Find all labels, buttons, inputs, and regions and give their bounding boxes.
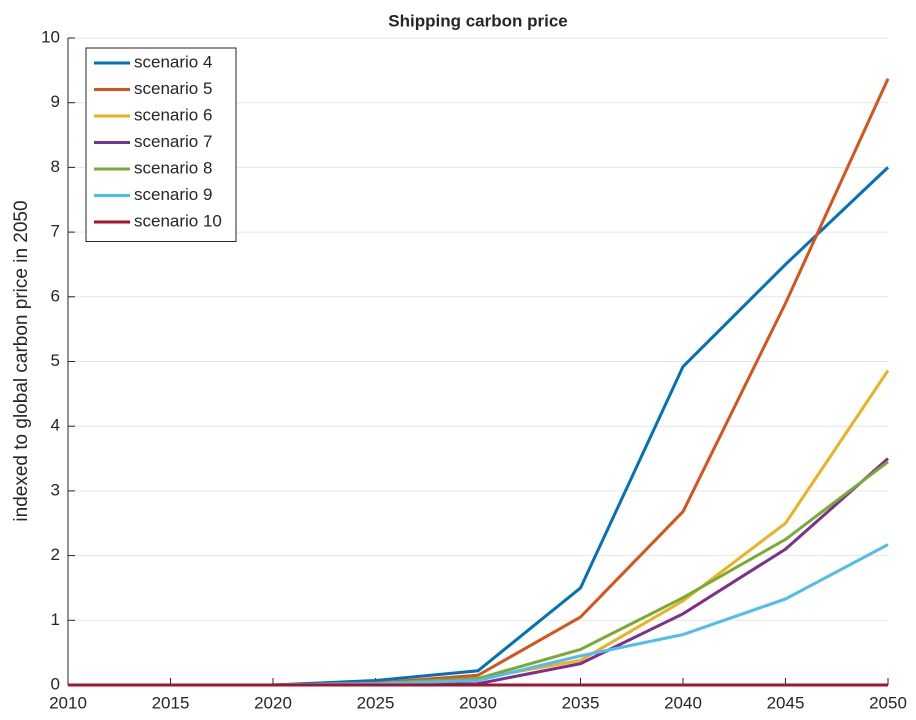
y-tick-label: 6	[51, 286, 60, 305]
series-line	[68, 457, 889, 687]
y-tick-label: 8	[51, 157, 60, 176]
y-tick-label: 4	[51, 416, 60, 435]
x-tick-label: 2020	[254, 693, 292, 712]
y-tick-label: 1	[51, 610, 60, 629]
y-axis-label: indexed to global carbon price in 2050	[11, 200, 32, 521]
y-tick-label: 10	[41, 27, 60, 46]
series-line	[68, 369, 890, 687]
legend-label: scenario 5	[134, 79, 212, 98]
x-tick-label: 2025	[357, 693, 395, 712]
y-tick-label: 5	[51, 351, 60, 370]
legend-label: scenario 10	[134, 211, 222, 230]
y-tick-label: 0	[51, 674, 60, 693]
y-tick-label: 3	[51, 480, 60, 499]
x-tick-label: 2015	[152, 693, 190, 712]
legend-label: scenario 8	[134, 158, 212, 177]
x-tick-label: 2030	[459, 693, 497, 712]
x-tick-label: 2045	[767, 693, 805, 712]
chart-title: Shipping carbon price	[388, 11, 567, 30]
x-tick-label: 2035	[562, 693, 600, 712]
legend-label: scenario 7	[134, 132, 212, 151]
y-tick-label: 2	[51, 545, 60, 564]
x-tick-label: 2010	[49, 693, 87, 712]
y-tick-label: 9	[51, 92, 60, 111]
x-tick-label: 2040	[664, 693, 702, 712]
y-tick-label: 7	[51, 222, 60, 241]
series-line	[68, 460, 889, 687]
x-tick-label: 2050	[869, 693, 907, 712]
legend-box	[85, 47, 237, 242]
legend-label: scenario 9	[134, 185, 212, 204]
series-line	[68, 543, 889, 687]
legend-label: scenario 4	[134, 52, 212, 71]
legend-label: scenario 6	[134, 105, 212, 124]
